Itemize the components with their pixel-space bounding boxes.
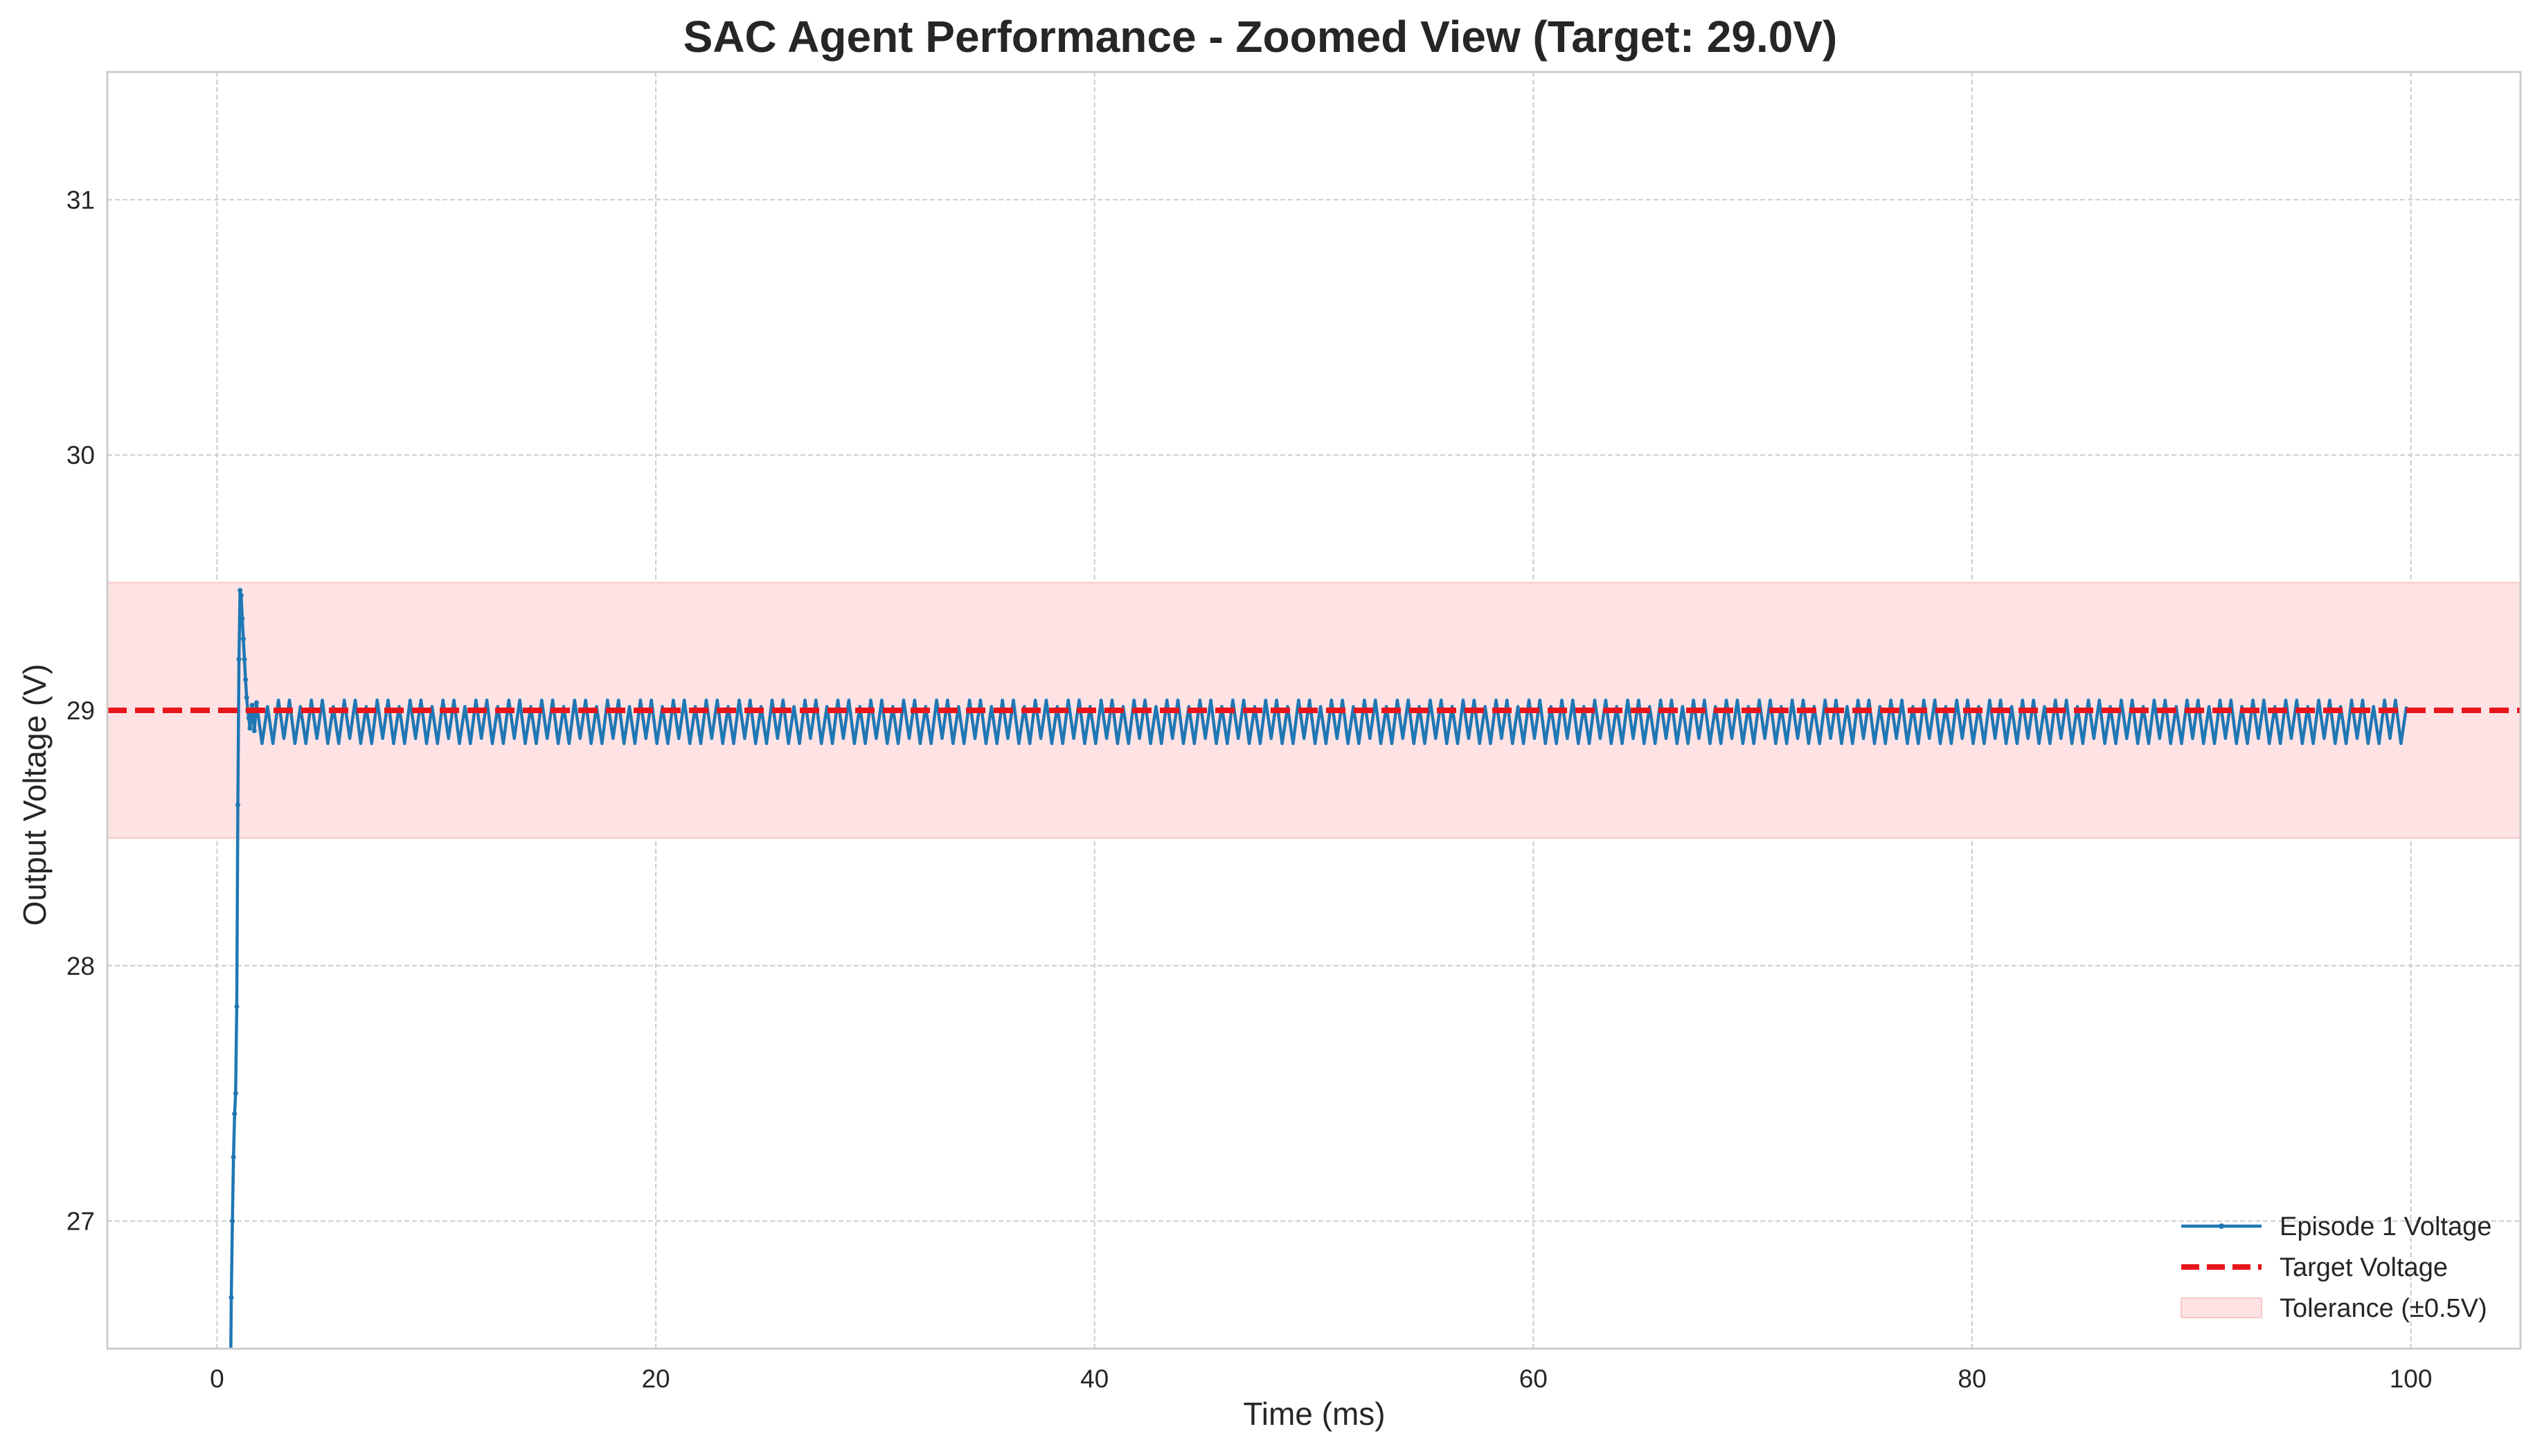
voltage-data-point (238, 588, 243, 593)
voltage-data-point (247, 726, 253, 731)
chart-title: SAC Agent Performance - Zoomed View (Tar… (683, 12, 1838, 62)
x-tick-label: 20 (641, 1365, 670, 1393)
legend-label: Target Voltage (2280, 1253, 2448, 1282)
voltage-data-point (240, 636, 246, 642)
x-tick-label: 0 (210, 1365, 224, 1393)
voltage-data-point (242, 656, 247, 662)
voltage-data-point (232, 1111, 238, 1117)
voltage-data-point (233, 1090, 238, 1096)
y-tick-label: 29 (66, 696, 95, 725)
y-tick-label: 30 (66, 441, 95, 469)
voltage-data-point (238, 593, 244, 598)
voltage-data-point (236, 656, 242, 662)
legend-tolerance-swatch (2181, 1297, 2262, 1318)
voltage-data-point (249, 703, 255, 708)
voltage-data-point (240, 615, 245, 621)
legend-label: Tolerance (±0.5V) (2280, 1294, 2487, 1323)
voltage-data-point (234, 1004, 240, 1009)
x-tick-label: 60 (1519, 1365, 1548, 1393)
x-tick-label: 40 (1080, 1365, 1109, 1393)
voltage-data-point (251, 728, 257, 734)
legend-label: Episode 1 Voltage (2280, 1212, 2491, 1241)
voltage-data-point (243, 677, 249, 683)
x-tick-label: 100 (2390, 1365, 2433, 1393)
y-tick-label: 31 (66, 186, 95, 214)
voltage-data-point (229, 1295, 234, 1300)
y-axis-label: Output Voltage (V) (17, 664, 53, 926)
x-axis-label: Time (ms) (1243, 1396, 1385, 1432)
y-tick-label: 27 (66, 1207, 95, 1236)
voltage-data-point (235, 802, 241, 807)
voltage-data-point (246, 715, 251, 721)
plot-frame (106, 71, 2522, 1350)
episode-1-voltage-line (229, 588, 2408, 1349)
voltage-data-point (231, 1154, 236, 1160)
voltage-data-point (230, 1219, 235, 1224)
x-tick-label: 80 (1958, 1365, 1986, 1393)
y-tick-label: 28 (66, 952, 95, 980)
legend-voltage-marker (2219, 1223, 2224, 1229)
voltage-data-point (253, 700, 259, 705)
voltage-data-point (244, 695, 249, 701)
legend: Episode 1 Voltage Target Voltage Tolerance… (2181, 1212, 2491, 1323)
